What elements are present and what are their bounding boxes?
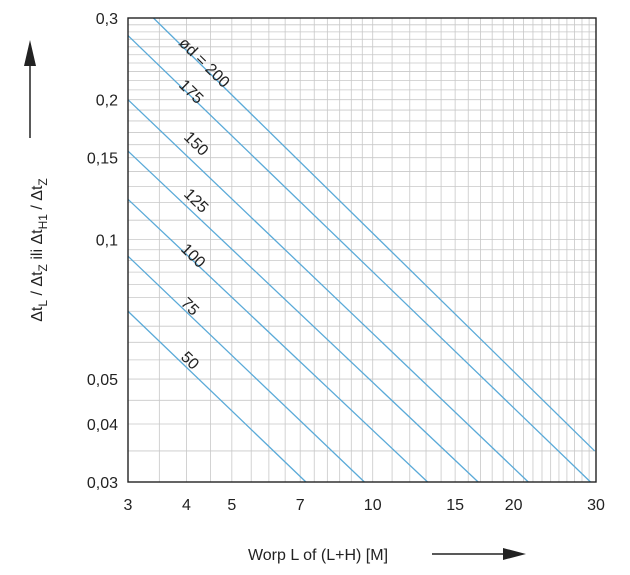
- x-tick-label: 30: [587, 497, 605, 514]
- series-line-3: [127, 150, 479, 483]
- curve-label-5: 75: [177, 295, 202, 320]
- y-tick-label: 0,2: [96, 93, 118, 110]
- curve-label-2: 150: [180, 129, 211, 160]
- series-line-2: [127, 99, 529, 483]
- x-tick-label: 5: [227, 497, 236, 514]
- series-line-0: [152, 17, 596, 452]
- x-tick-label: 3: [124, 497, 133, 514]
- x-axis-arrow: [432, 548, 526, 560]
- y-tick-label: 0,04: [87, 417, 118, 434]
- y-tick-labels: 0,03 0,04 0,05 0,1 0,15 0,2 0,3: [87, 11, 118, 492]
- series-line-6: [127, 310, 307, 483]
- y-tick-label: 0,03: [87, 475, 118, 492]
- y-axis-label: ΔtL / ΔtZ ili ΔtH1 / ΔtZ: [29, 178, 50, 322]
- x-tick-label: 15: [446, 497, 464, 514]
- x-axis-label: Worp L of (L+H) [M]: [248, 547, 388, 564]
- curve-label-6: 50: [177, 349, 202, 374]
- x-tick-label: 20: [505, 497, 523, 514]
- x-tick-labels: 3 4 5 7 10 15 20 30: [124, 497, 605, 514]
- y-tick-label: 0,3: [96, 11, 118, 28]
- x-tick-label: 4: [182, 497, 191, 514]
- curve-label-1: 175: [175, 77, 206, 108]
- series-line-1: [127, 35, 591, 483]
- series-line-4: [127, 198, 429, 483]
- series-lines: [127, 17, 596, 483]
- plot-frame: [127, 17, 597, 483]
- curve-label-4: 100: [177, 241, 208, 272]
- grid: [128, 18, 596, 482]
- x-tick-label: 7: [296, 497, 305, 514]
- x-tick-label: 10: [364, 497, 382, 514]
- series-line-5: [127, 255, 365, 483]
- y-tick-label: 0,1: [96, 232, 118, 249]
- y-axis-arrow: [24, 40, 36, 138]
- curve-label-3: 125: [180, 186, 211, 217]
- y-tick-label: 0,05: [87, 372, 118, 389]
- y-tick-label: 0,15: [87, 151, 118, 168]
